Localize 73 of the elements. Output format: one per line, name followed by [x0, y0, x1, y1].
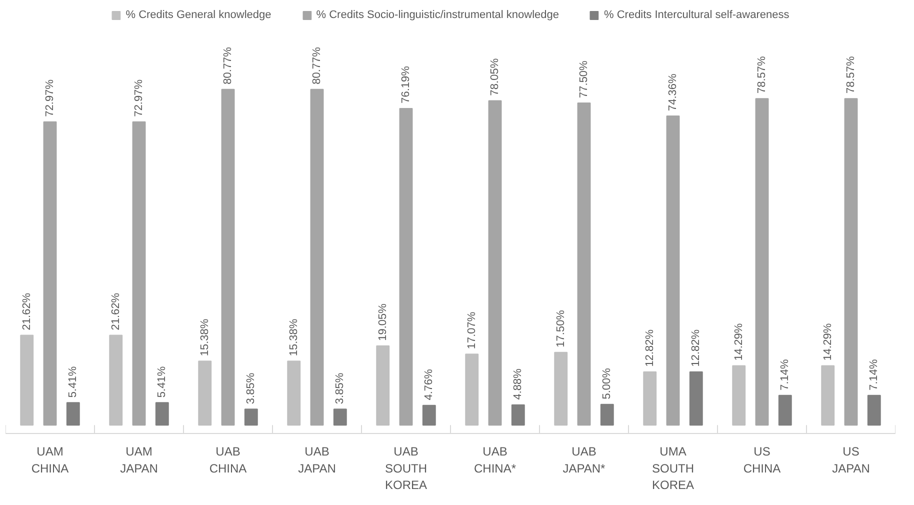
data-label: 80.77% [222, 46, 234, 84]
bar [821, 365, 835, 426]
bar [643, 371, 657, 426]
data-label: 78.57% [845, 56, 857, 94]
data-label: 7.14% [868, 358, 880, 390]
bar [132, 121, 146, 426]
bar [287, 360, 301, 426]
bar [554, 352, 568, 426]
data-label: 21.62% [20, 292, 33, 330]
bar [755, 98, 769, 426]
bar [465, 354, 479, 426]
bar [689, 371, 703, 426]
bar [221, 88, 235, 426]
bar [109, 334, 123, 426]
data-label: 74.36% [667, 74, 679, 112]
bar [511, 404, 525, 426]
bar [732, 365, 746, 426]
bar [844, 98, 858, 426]
x-tick-label: UAM JAPAN [120, 444, 158, 476]
bar [244, 408, 258, 426]
data-label: 76.19% [400, 66, 412, 104]
data-label: 72.97% [44, 79, 56, 117]
data-label: 7.14% [779, 358, 792, 390]
data-label: 12.82% [644, 329, 656, 367]
x-tick-label: UAB CHINA* [474, 444, 516, 476]
data-label: 77.50% [578, 60, 590, 98]
data-label: 78.05% [489, 58, 501, 96]
legend-label: % Credits General knowledge [126, 9, 272, 21]
data-label: 78.57% [756, 56, 768, 94]
bar [600, 404, 614, 426]
x-tick-label: US JAPAN [832, 444, 870, 476]
bar [310, 88, 324, 426]
data-label: 72.97% [133, 79, 145, 117]
x-tick-label: UMA SOUTH KOREA [652, 444, 694, 492]
x-tick-label: UAB SOUTH KOREA [384, 444, 428, 492]
data-label: 5.00% [601, 368, 614, 400]
bar [43, 121, 57, 426]
x-tick-label: UAM CHINA [31, 444, 69, 476]
data-label: 3.85% [334, 372, 346, 404]
data-label: 15.38% [198, 318, 211, 356]
data-label: 21.62% [110, 292, 122, 330]
data-label: 14.29% [822, 323, 834, 361]
bar [399, 108, 413, 426]
bar [333, 408, 347, 426]
bar [867, 394, 881, 426]
data-label: 15.38% [288, 318, 300, 356]
data-label: 14.29% [732, 323, 745, 361]
x-tick-label: UAB CHINA [209, 444, 247, 476]
legend-label: % Credits Intercultural self-awareness [604, 9, 790, 21]
data-label: 5.41% [67, 366, 80, 398]
data-label: 80.77% [311, 46, 323, 84]
data-label: 4.76% [423, 368, 436, 400]
x-tick-label: US CHINA [743, 444, 781, 476]
bar [66, 402, 80, 426]
legend-label: % Credits Socio-linguistic/instrumental knowledge [316, 9, 560, 21]
data-label: 19.05% [376, 303, 389, 341]
bar [422, 404, 436, 426]
data-label: 12.82% [690, 329, 702, 367]
data-label: 5.41% [156, 366, 168, 398]
bar [155, 402, 169, 426]
bar [198, 360, 212, 426]
bar [778, 394, 792, 426]
bar [666, 116, 680, 426]
data-label: 3.85% [245, 372, 258, 404]
x-tick-label: UAB JAPAN* [562, 444, 606, 476]
bar [20, 334, 34, 426]
data-label: 4.88% [512, 368, 524, 400]
bar [488, 100, 502, 426]
data-label: 17.07% [466, 312, 478, 350]
data-label: 17.50% [554, 310, 567, 348]
x-tick-label: UAB JAPAN [298, 444, 336, 476]
bar [577, 102, 591, 426]
bar [376, 345, 390, 426]
